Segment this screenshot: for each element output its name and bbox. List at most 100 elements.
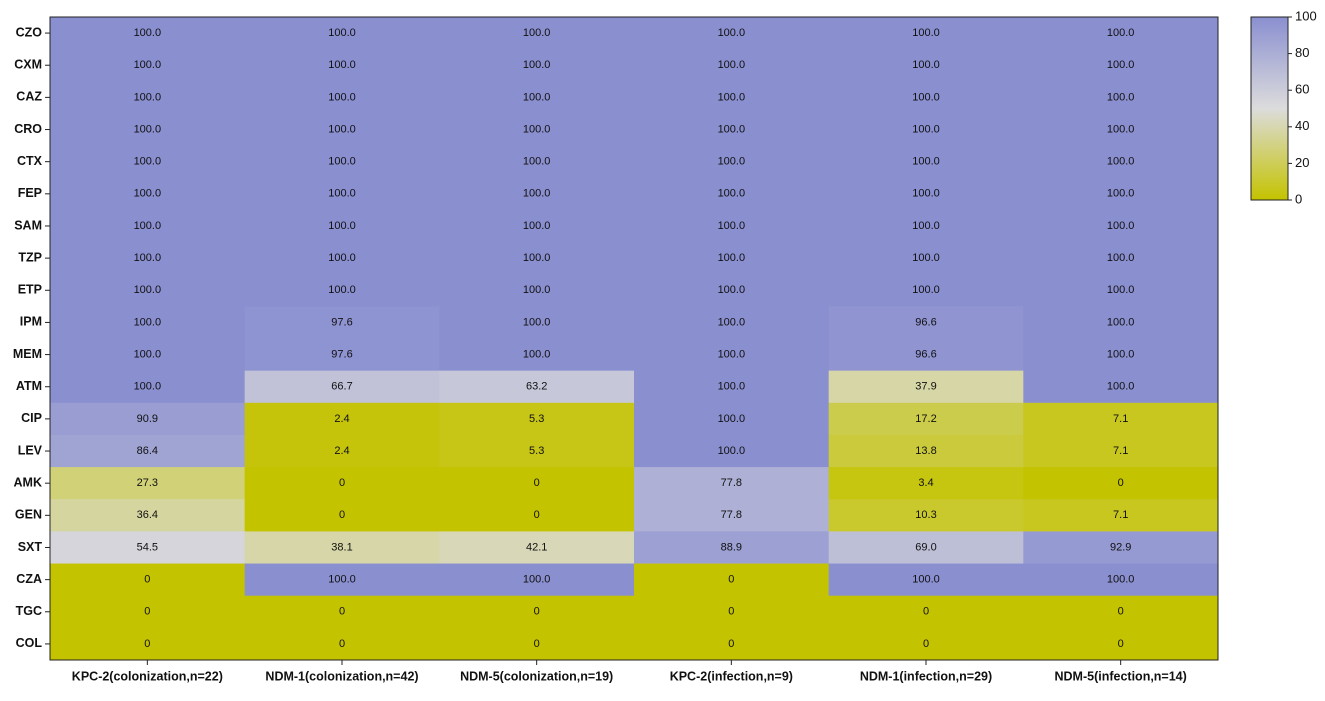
- cell-label: 0: [1118, 638, 1124, 650]
- cell-label: 37.9: [915, 381, 936, 393]
- row-label: CXM: [14, 58, 42, 72]
- cell-label: 69.0: [915, 541, 936, 553]
- cell-label: 90.9: [137, 413, 158, 425]
- cell-label: 100.0: [523, 27, 551, 39]
- heatmap-cell: [50, 338, 246, 372]
- heatmap-cell: [50, 627, 246, 661]
- heatmap-cell: [439, 81, 635, 114]
- colorbar-tick-label: 0: [1295, 191, 1302, 206]
- cell-label: 5.3: [529, 445, 544, 457]
- heatmap-cell: [634, 499, 830, 532]
- heatmap-cell: [439, 402, 635, 436]
- cell-label: 0: [728, 638, 734, 650]
- cell-label: 86.4: [137, 445, 158, 457]
- heatmap-cell: [1023, 145, 1219, 179]
- heatmap-cell: [634, 370, 830, 404]
- cell-label: 100.0: [134, 156, 162, 168]
- heatmap-cell: [828, 49, 1024, 82]
- cell-label: 3.4: [918, 477, 933, 489]
- cell-label: 17.2: [915, 413, 936, 425]
- cell-label: 0: [923, 638, 929, 650]
- cell-label: 0: [144, 638, 150, 650]
- cell-label: 0: [534, 477, 540, 489]
- row-label: MEM: [13, 347, 42, 361]
- cell-label: 27.3: [137, 477, 158, 489]
- heatmap-cell: [244, 531, 440, 565]
- heatmap-cell: [50, 274, 246, 307]
- cell-label: 100.0: [134, 59, 162, 71]
- cell-label: 77.8: [721, 477, 742, 489]
- heatmap-cell: [634, 209, 830, 243]
- cell-label: 100.0: [1107, 284, 1135, 296]
- heatmap-cell: [50, 402, 246, 436]
- cell-label: 13.8: [915, 445, 936, 457]
- cell-label: 100.0: [912, 59, 940, 71]
- cell-label: 0: [534, 606, 540, 618]
- heatmap-cell: [50, 177, 246, 211]
- row-label: IPM: [20, 315, 42, 329]
- cell-label: 100.0: [328, 252, 356, 264]
- row-label: AMK: [14, 475, 42, 489]
- cell-label: 5.3: [529, 413, 544, 425]
- cell-label: 100.0: [718, 188, 746, 200]
- heatmap-cell: [828, 595, 1024, 629]
- col-label: NDM-5(infection,n=14): [1055, 669, 1187, 683]
- heatmap-cell: [244, 306, 440, 339]
- col-label: NDM-5(colonization,n=19): [460, 669, 613, 683]
- heatmap-cell: [244, 627, 440, 661]
- heatmap-cell: [244, 49, 440, 82]
- heatmap-cell: [244, 242, 440, 275]
- row-label: TGC: [16, 604, 42, 618]
- cell-label: 100.0: [523, 91, 551, 103]
- heatmap-cell: [439, 467, 635, 500]
- heatmap-cell: [828, 370, 1024, 404]
- heatmap-cell: [828, 563, 1024, 597]
- row-label: SAM: [14, 218, 42, 232]
- heatmap-cell: [439, 306, 635, 339]
- heatmap-cell: [439, 627, 635, 661]
- heatmap-cell: [439, 209, 635, 243]
- heatmap-cell: [634, 306, 830, 339]
- heatmap-cell: [1023, 434, 1219, 468]
- cell-label: 0: [339, 638, 345, 650]
- cell-label: 100.0: [523, 284, 551, 296]
- cell-label: 100.0: [912, 156, 940, 168]
- cell-label: 100.0: [1107, 27, 1135, 39]
- cell-label: 66.7: [331, 381, 352, 393]
- cell-label: 0: [339, 606, 345, 618]
- cell-label: 100.0: [523, 316, 551, 328]
- heatmap-cell: [244, 402, 440, 436]
- heatmap-cell: [1023, 177, 1219, 211]
- heatmap-cell: [50, 209, 246, 243]
- cell-label: 0: [1118, 477, 1124, 489]
- heatmap-cell: [244, 209, 440, 243]
- cell-label: 100.0: [523, 123, 551, 135]
- cell-label: 100.0: [1107, 574, 1135, 586]
- cell-label: 100.0: [328, 59, 356, 71]
- cell-label: 0: [923, 606, 929, 618]
- cell-label: 7.1: [1113, 445, 1128, 457]
- heatmap-cell: [828, 467, 1024, 500]
- cell-label: 10.3: [915, 509, 936, 521]
- row-label: CZA: [16, 572, 42, 586]
- heatmap-cell: [439, 49, 635, 82]
- cell-label: 92.9: [1110, 541, 1131, 553]
- cell-label: 100.0: [718, 27, 746, 39]
- cell-label: 100.0: [134, 220, 162, 232]
- colorbar-tick-label: 100: [1295, 8, 1317, 23]
- heatmap-cell: [439, 274, 635, 307]
- row-label: SXT: [18, 540, 43, 554]
- row-label: COL: [16, 636, 43, 650]
- cell-label: 100.0: [523, 188, 551, 200]
- row-label: CAZ: [16, 90, 42, 104]
- heatmap-cell: [50, 306, 246, 339]
- col-label: NDM-1(colonization,n=42): [265, 669, 418, 683]
- heatmap-cell: [50, 467, 246, 500]
- heatmap-cell: [634, 274, 830, 307]
- heatmap-cell: [439, 563, 635, 597]
- cell-label: 100.0: [134, 91, 162, 103]
- heatmap-cell: [1023, 113, 1219, 147]
- heatmap-cell: [828, 81, 1024, 114]
- cell-label: 100.0: [912, 284, 940, 296]
